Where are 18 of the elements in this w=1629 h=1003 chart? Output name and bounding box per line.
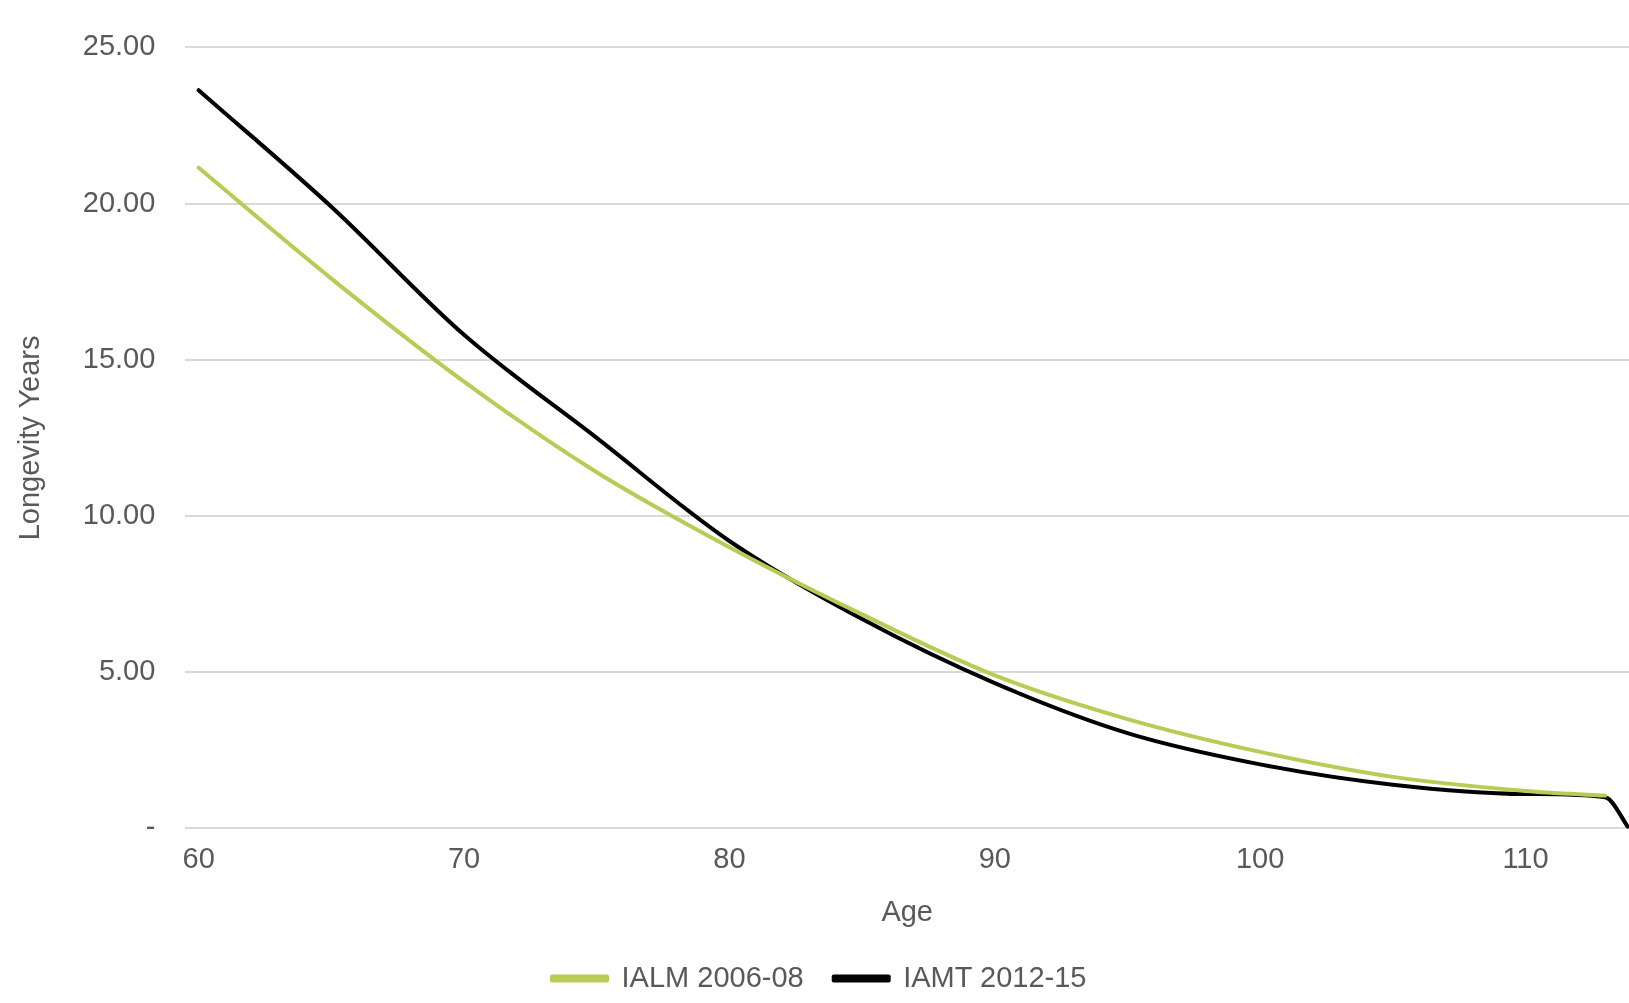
legend-label: IALM 2006-08 [621,960,804,993]
y-tick-label: 10.00 [82,498,156,530]
x-tick-label: 100 [1235,841,1285,874]
line-series [196,165,1608,798]
x-tick-label: 60 [182,841,215,874]
y-tick-label: 25.00 [82,29,156,62]
line-series [196,88,1629,829]
x-tick-label: 90 [978,841,1011,874]
x-tick-label: 110 [1502,841,1549,874]
x-tick-label: 70 [447,841,481,874]
y-tick-label: 20.00 [82,185,156,218]
legend-label: IAMT 2012-15 [903,960,1087,993]
y-tick-label: - [145,810,156,843]
y-tick-label: 5.00 [98,654,156,687]
y-axis-title: Longevity Years [13,335,46,541]
x-tick-label: 80 [713,841,746,874]
y-tick-label: 15.00 [82,341,156,374]
x-axis-title: Age [881,894,933,927]
